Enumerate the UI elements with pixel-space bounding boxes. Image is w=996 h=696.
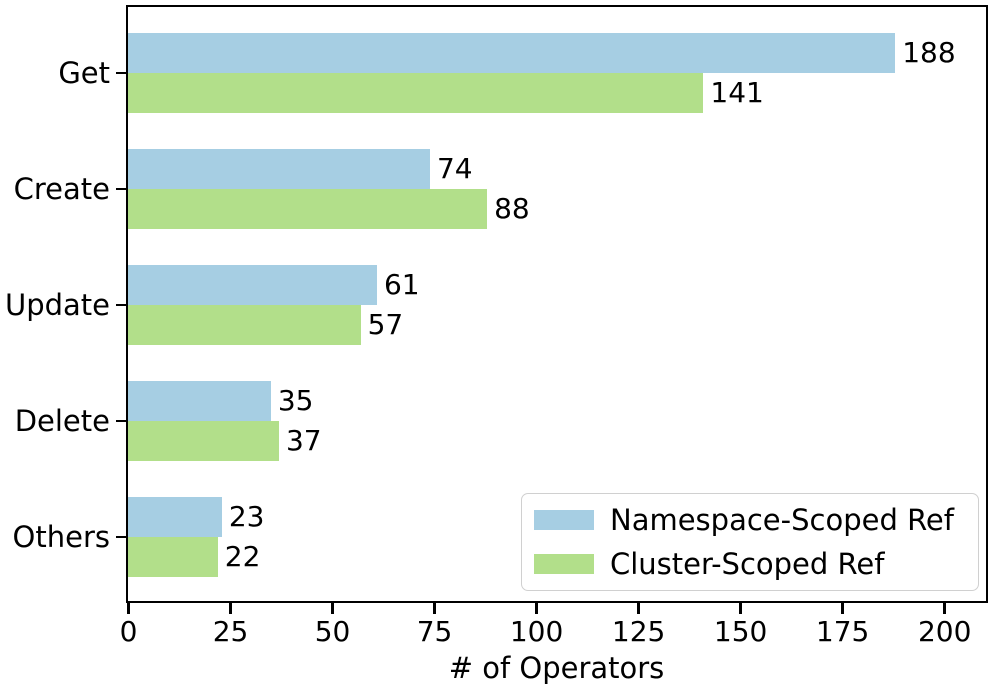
bar-others-namespace-scoped-ref xyxy=(128,496,222,537)
x-tick-50 xyxy=(331,603,334,614)
y-tick-get xyxy=(116,71,126,75)
legend-swatch-cluster-scoped-ref xyxy=(534,554,594,574)
x-tick-100 xyxy=(535,603,538,614)
legend-item-namespace-scoped-ref: Namespace-Scoped Ref xyxy=(534,501,966,539)
x-tick-label-175: 175 xyxy=(815,615,870,648)
bar-get-namespace-scoped-ref xyxy=(128,32,896,73)
x-tick-200 xyxy=(943,603,946,614)
legend-label-cluster-scoped-ref: Cluster-Scoped Ref xyxy=(610,547,885,581)
category-label-update: Update xyxy=(4,288,110,322)
x-tick-label-150: 150 xyxy=(713,615,768,648)
bar-value-delete-cluster-scoped-ref: 37 xyxy=(285,424,322,457)
y-tick-delete xyxy=(116,419,126,423)
legend-label-namespace-scoped-ref: Namespace-Scoped Ref xyxy=(610,503,954,537)
x-tick-label-0: 0 xyxy=(119,615,138,648)
y-tick-update xyxy=(116,303,126,307)
x-tick-25 xyxy=(229,603,232,614)
bar-create-namespace-scoped-ref xyxy=(128,148,430,189)
y-tick-others xyxy=(116,535,126,539)
x-tick-0 xyxy=(127,603,130,614)
bar-value-create-namespace-scoped-ref: 74 xyxy=(436,152,473,185)
category-label-others: Others xyxy=(12,520,110,554)
x-tick-175 xyxy=(841,603,844,614)
bar-value-get-cluster-scoped-ref: 141 xyxy=(710,76,764,109)
bar-update-namespace-scoped-ref xyxy=(128,264,377,305)
category-label-delete: Delete xyxy=(14,404,110,438)
legend: Namespace-Scoped Ref Cluster-Scoped Ref xyxy=(521,493,979,591)
bar-value-update-cluster-scoped-ref: 57 xyxy=(367,308,404,341)
x-tick-label-25: 25 xyxy=(212,615,249,648)
category-label-create: Create xyxy=(13,172,110,206)
bar-value-create-cluster-scoped-ref: 88 xyxy=(494,192,530,225)
x-tick-label-200: 200 xyxy=(917,615,972,648)
bar-value-others-cluster-scoped-ref: 22 xyxy=(224,540,261,573)
x-tick-75 xyxy=(433,603,436,614)
bar-value-get-namespace-scoped-ref: 188 xyxy=(902,36,956,69)
bar-update-cluster-scoped-ref xyxy=(128,304,361,345)
x-tick-label-125: 125 xyxy=(611,615,666,648)
bar-delete-namespace-scoped-ref xyxy=(128,380,271,421)
bar-get-cluster-scoped-ref xyxy=(128,72,704,113)
x-tick-label-100: 100 xyxy=(509,615,564,648)
bar-others-cluster-scoped-ref xyxy=(128,536,218,577)
bar-create-cluster-scoped-ref xyxy=(128,188,488,229)
plot-area: 188 141 74 88 61 57 35 37 23 22 Namespace-Scoped … xyxy=(126,5,988,603)
bar-value-update-namespace-scoped-ref: 61 xyxy=(383,268,420,301)
legend-item-cluster-scoped-ref: Cluster-Scoped Ref xyxy=(534,545,966,583)
bar-value-delete-namespace-scoped-ref: 35 xyxy=(277,384,314,417)
x-tick-label-75: 75 xyxy=(416,615,453,648)
bar-value-others-namespace-scoped-ref: 23 xyxy=(228,500,265,533)
x-tick-125 xyxy=(637,603,640,614)
x-axis-title: # of Operators xyxy=(448,651,665,685)
bar-delete-cluster-scoped-ref xyxy=(128,420,279,461)
x-tick-150 xyxy=(739,603,742,614)
legend-swatch-namespace-scoped-ref xyxy=(534,510,594,530)
category-label-get: Get xyxy=(58,56,110,90)
y-tick-create xyxy=(116,187,126,191)
x-tick-label-50: 50 xyxy=(314,615,351,648)
